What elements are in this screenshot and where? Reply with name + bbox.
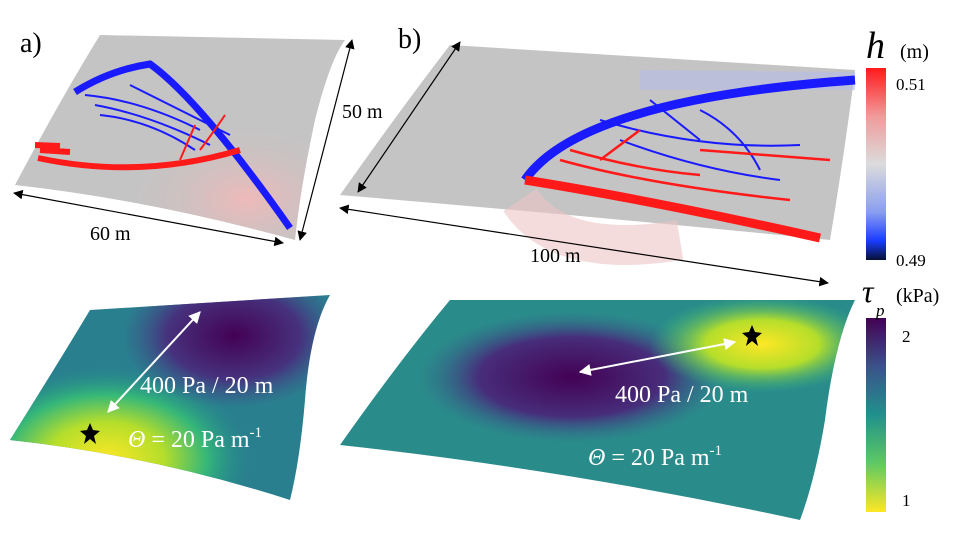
theta-exponent: -1 [250, 425, 263, 441]
colorbar-symbol: h [866, 25, 885, 67]
colorbar-min: 1 [902, 491, 911, 510]
colorbar-tau [866, 318, 886, 512]
theta-text: = 20 Pa m [605, 445, 710, 471]
depth-label: 50 m [342, 101, 383, 123]
panel-label: a) [20, 28, 42, 59]
colorbar-unit: (m) [900, 41, 929, 63]
surface-b-top [340, 45, 856, 265]
colorbar-unit: (kPa) [896, 285, 939, 307]
surface-a-top [15, 35, 345, 240]
theta-label: Θ = 20 Pa m-1 [588, 443, 722, 471]
theta-exponent: -1 [710, 443, 723, 459]
colorbar-max: 0.51 [896, 75, 926, 94]
width-label: 100 m [530, 245, 581, 267]
panel-label: b) [398, 24, 421, 55]
theta-label: Θ = 20 Pa m-1 [128, 425, 262, 453]
annotation: 400 Pa / 20 m [140, 373, 274, 399]
colorbar-h [866, 68, 886, 260]
theta-symbol: Θ [128, 427, 145, 453]
colorbar-min: 0.49 [896, 251, 926, 270]
theta-symbol: Θ [588, 445, 605, 471]
theta-text: = 20 Pa m [145, 427, 250, 453]
width-label: 60 m [90, 223, 131, 245]
colorbar-symbol: τ [862, 273, 875, 309]
dimension-arrows [13, 39, 829, 287]
surface-b-bottom [340, 300, 855, 520]
colorbar-max: 2 [902, 327, 911, 346]
surface-a-bottom [10, 295, 330, 500]
annotation: 400 Pa / 20 m [615, 382, 749, 408]
colorbar-subscript: p [875, 301, 885, 320]
